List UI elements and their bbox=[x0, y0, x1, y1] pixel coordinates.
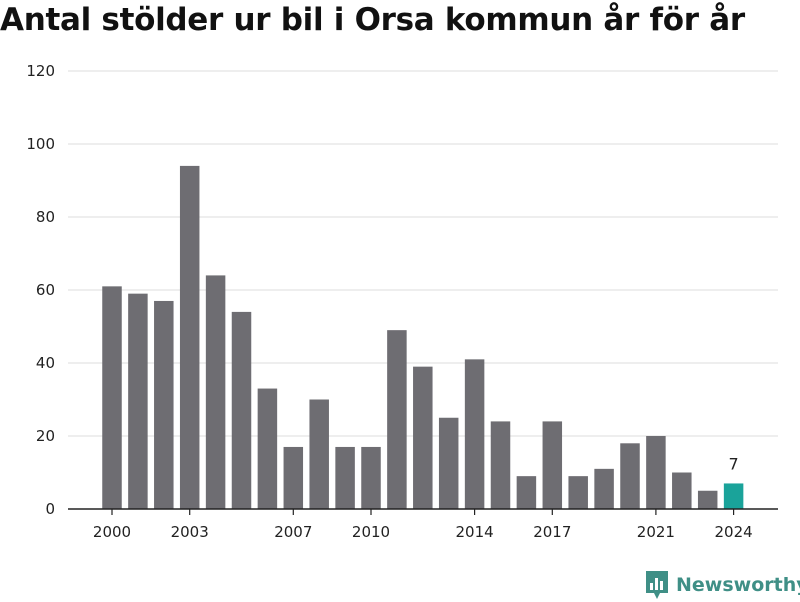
y-tick-label: 0 bbox=[45, 500, 55, 518]
bar bbox=[128, 293, 148, 509]
bar bbox=[179, 165, 200, 509]
bar bbox=[205, 275, 226, 509]
bars bbox=[102, 165, 744, 509]
bar bbox=[154, 300, 174, 509]
bar-highlighted bbox=[723, 483, 744, 509]
x-tick-label: 2024 bbox=[715, 523, 753, 541]
bar bbox=[387, 330, 407, 509]
brand-name: Newsworthy bbox=[676, 574, 800, 596]
bar bbox=[102, 286, 122, 509]
newsworthy-logo[interactable]: Newsworthy bbox=[644, 568, 800, 602]
x-tick-label: 2010 bbox=[352, 523, 390, 541]
bar bbox=[438, 417, 459, 509]
bar bbox=[672, 472, 692, 509]
bar bbox=[490, 421, 511, 509]
bar bbox=[231, 311, 252, 509]
x-tick-label: 2021 bbox=[637, 523, 675, 541]
x-axis: 2000 2003 2007 2010 2014 2017 2021 2024 bbox=[68, 508, 778, 541]
y-tick-label: 20 bbox=[36, 427, 55, 445]
chart-title: Antal stölder ur bil i Orsa kommun år fö… bbox=[0, 2, 745, 38]
data-label-highlight: 7 bbox=[729, 454, 739, 473]
y-tick-label: 40 bbox=[36, 354, 55, 372]
bar bbox=[594, 468, 614, 509]
y-axis-ticks: 0 20 40 60 80 100 120 bbox=[26, 62, 55, 518]
bar bbox=[309, 399, 329, 509]
bar-chart-pin-icon bbox=[646, 571, 668, 599]
bar bbox=[361, 446, 381, 509]
x-tick-label: 2000 bbox=[93, 523, 131, 541]
bar bbox=[620, 443, 640, 509]
bar bbox=[335, 446, 355, 509]
bar bbox=[516, 476, 537, 509]
x-tick-label: 2017 bbox=[533, 523, 571, 541]
x-tick-label: 2014 bbox=[456, 523, 494, 541]
bar bbox=[464, 359, 485, 509]
bar bbox=[568, 476, 588, 509]
y-tick-label: 60 bbox=[36, 281, 55, 299]
y-tick-label: 120 bbox=[26, 62, 55, 80]
x-tick-label: 2007 bbox=[274, 523, 312, 541]
bar bbox=[646, 436, 666, 509]
bar bbox=[542, 421, 563, 509]
data-labels: 7 bbox=[729, 454, 739, 473]
y-tick-label: 100 bbox=[26, 135, 55, 153]
bar bbox=[697, 490, 718, 509]
x-tick-label: 2003 bbox=[171, 523, 209, 541]
y-tick-label: 80 bbox=[36, 208, 55, 226]
bar bbox=[283, 446, 304, 509]
bar bbox=[257, 388, 278, 509]
bar bbox=[413, 366, 433, 509]
